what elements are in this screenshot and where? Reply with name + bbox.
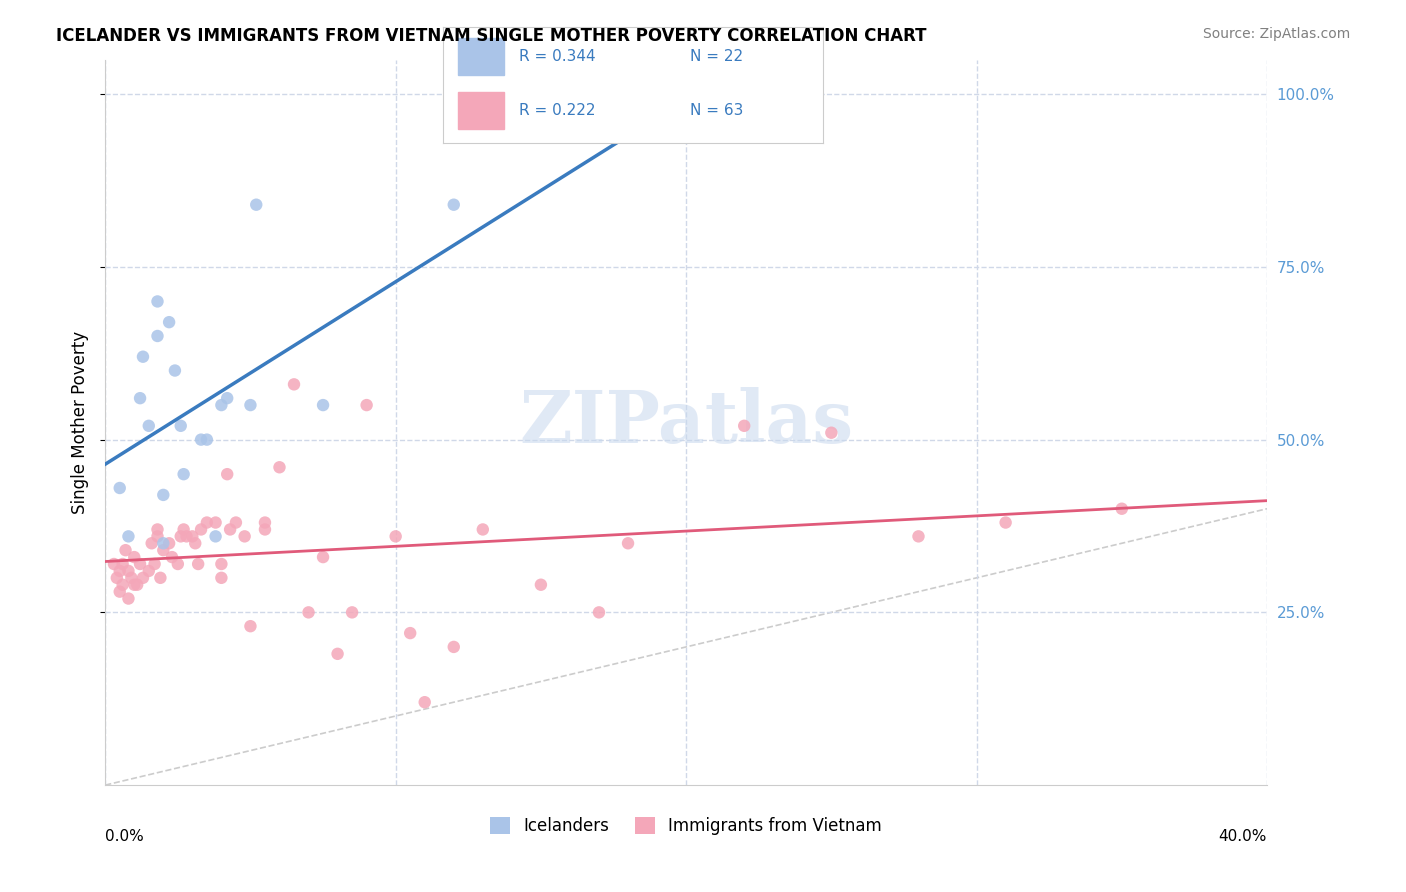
Point <box>195 433 218 447</box>
Text: R = 0.344: R = 0.344 <box>519 49 595 64</box>
Point <box>225 516 247 530</box>
Point <box>530 578 553 592</box>
Point <box>176 529 198 543</box>
Point <box>245 197 267 211</box>
Point <box>122 550 145 565</box>
Point <box>103 557 125 571</box>
Point <box>173 467 195 482</box>
Point <box>269 460 291 475</box>
Point <box>111 557 134 571</box>
Point <box>152 536 174 550</box>
Point <box>1111 501 1133 516</box>
Point <box>117 591 139 606</box>
Point <box>117 564 139 578</box>
Point <box>588 606 610 620</box>
Point <box>443 197 465 211</box>
Point <box>733 418 755 433</box>
Text: Source: ZipAtlas.com: Source: ZipAtlas.com <box>1202 27 1350 41</box>
Point <box>146 523 169 537</box>
Point <box>138 564 160 578</box>
Point <box>195 516 218 530</box>
Bar <box>458 92 503 128</box>
Point <box>187 557 209 571</box>
Point <box>820 425 842 440</box>
Point <box>233 529 256 543</box>
Text: 40.0%: 40.0% <box>1219 829 1267 844</box>
Point <box>152 488 174 502</box>
Point <box>129 557 152 571</box>
Point <box>399 626 422 640</box>
Point <box>204 529 226 543</box>
Point <box>132 350 155 364</box>
Point <box>166 557 188 571</box>
Point <box>994 516 1017 530</box>
Point <box>120 571 142 585</box>
Text: ICELANDER VS IMMIGRANTS FROM VIETNAM SINGLE MOTHER POVERTY CORRELATION CHART: ICELANDER VS IMMIGRANTS FROM VIETNAM SIN… <box>56 27 927 45</box>
Point <box>129 391 152 405</box>
Point <box>160 550 183 565</box>
Point <box>219 523 242 537</box>
Point <box>239 619 262 633</box>
Point <box>114 543 136 558</box>
Point <box>157 536 180 550</box>
Bar <box>458 38 503 76</box>
Point <box>157 315 180 329</box>
Point <box>471 523 494 537</box>
Point <box>138 418 160 433</box>
Point <box>108 564 131 578</box>
Point <box>105 571 128 585</box>
Point <box>907 529 929 543</box>
Point <box>170 418 193 433</box>
Point <box>122 578 145 592</box>
Point <box>356 398 378 412</box>
Point <box>209 571 232 585</box>
Point <box>190 523 212 537</box>
Point <box>117 529 139 543</box>
Point <box>181 529 204 543</box>
Point <box>141 536 163 550</box>
Point <box>312 398 335 412</box>
Point <box>217 467 239 482</box>
Point <box>149 571 172 585</box>
Point <box>253 523 276 537</box>
Point <box>127 578 149 592</box>
Legend: Icelanders, Immigrants from Vietnam: Icelanders, Immigrants from Vietnam <box>484 811 889 842</box>
Point <box>184 536 207 550</box>
Point <box>312 550 335 565</box>
Point <box>297 606 319 620</box>
Point <box>384 529 406 543</box>
Point <box>209 398 232 412</box>
Point <box>217 391 239 405</box>
Point <box>146 294 169 309</box>
Y-axis label: Single Mother Poverty: Single Mother Poverty <box>72 331 89 514</box>
Text: N = 22: N = 22 <box>690 49 742 64</box>
Point <box>326 647 349 661</box>
Point <box>108 584 131 599</box>
Point <box>163 363 186 377</box>
Point <box>143 557 166 571</box>
Point <box>617 536 640 550</box>
Text: 0.0%: 0.0% <box>105 829 143 844</box>
Text: R = 0.222: R = 0.222 <box>519 103 595 118</box>
Point <box>209 557 232 571</box>
Text: ZIPatlas: ZIPatlas <box>519 387 853 458</box>
Point <box>253 516 276 530</box>
Point <box>413 695 436 709</box>
Point <box>146 329 169 343</box>
Text: N = 63: N = 63 <box>690 103 742 118</box>
Point <box>239 398 262 412</box>
Point <box>443 640 465 654</box>
Point <box>108 481 131 495</box>
Point <box>132 571 155 585</box>
Point <box>152 543 174 558</box>
Point <box>173 523 195 537</box>
Point <box>190 433 212 447</box>
Point <box>111 578 134 592</box>
Point <box>204 516 226 530</box>
Point <box>340 606 363 620</box>
Point <box>146 529 169 543</box>
Point <box>170 529 193 543</box>
Point <box>283 377 305 392</box>
